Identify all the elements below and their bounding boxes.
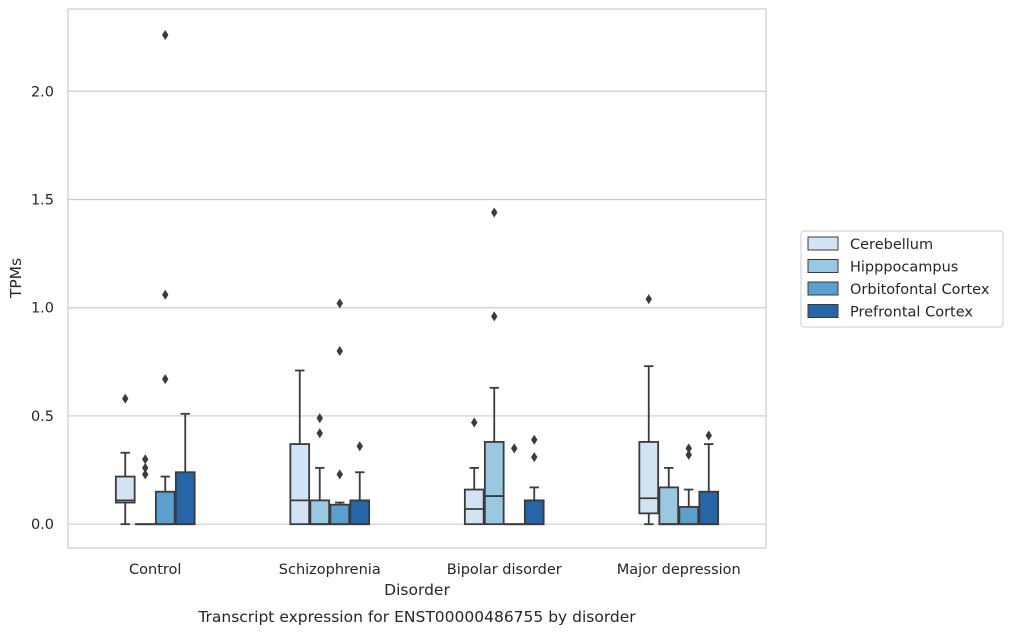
outlier-point bbox=[531, 434, 538, 445]
outlier-point bbox=[531, 452, 538, 463]
box-plot bbox=[638, 294, 660, 526]
chart-title: Transcript expression for ENST0000048675… bbox=[197, 608, 636, 626]
box-plot bbox=[154, 29, 176, 526]
box bbox=[289, 443, 311, 526]
legend-item: Orbitofontal Cortex bbox=[807, 281, 990, 298]
x-tick-label: Schizophrenia bbox=[279, 562, 381, 578]
box bbox=[114, 475, 136, 504]
legend-swatch bbox=[807, 259, 839, 273]
y-tick-label: 1.5 bbox=[31, 192, 54, 208]
legend: Cerebellum Hipppocampus Orbitofontal Corte… bbox=[800, 230, 1004, 328]
outlier-point bbox=[142, 454, 149, 465]
outlier-point bbox=[162, 374, 169, 385]
box-plot bbox=[678, 443, 700, 526]
outlier-point bbox=[316, 428, 323, 439]
outlier-point bbox=[142, 469, 149, 480]
box bbox=[154, 490, 176, 526]
legend-label: Hipppocampus bbox=[850, 260, 958, 276]
y-tick-labels: 0.0 0.5 1.0 1.5 2.0 bbox=[31, 84, 54, 533]
box bbox=[638, 441, 660, 515]
x-axis-label: Disorder bbox=[384, 581, 450, 599]
outlier-point bbox=[491, 311, 498, 322]
box-plot bbox=[349, 441, 371, 526]
box-plot bbox=[329, 298, 351, 526]
plot-frame bbox=[67, 8, 767, 549]
y-axis-label: TPMs bbox=[7, 258, 25, 299]
outlier-point bbox=[356, 441, 363, 452]
box-plot bbox=[698, 430, 720, 526]
box bbox=[174, 471, 196, 526]
legend-label: Prefrontal Cortex bbox=[850, 305, 973, 321]
outlier-point bbox=[162, 289, 169, 300]
box-plot bbox=[174, 412, 196, 526]
legend-item: Hipppocampus bbox=[807, 259, 958, 276]
x-tick-label: Major depression bbox=[617, 562, 741, 578]
box-plot bbox=[134, 454, 156, 526]
outlier-point bbox=[316, 413, 323, 424]
outlier-point bbox=[491, 207, 498, 218]
box bbox=[698, 490, 720, 526]
outlier-point bbox=[122, 393, 129, 404]
box bbox=[678, 505, 700, 526]
outlier-point bbox=[511, 443, 518, 454]
outlier-point bbox=[336, 346, 343, 357]
box bbox=[483, 441, 505, 526]
outlier-point bbox=[336, 469, 343, 480]
gridlines bbox=[68, 90, 766, 525]
x-tick-labels: Control Schizophrenia Bipolar disorder Majo… bbox=[129, 562, 741, 578]
box bbox=[309, 499, 331, 526]
y-tick-label: 2.0 bbox=[31, 84, 54, 100]
outlier-point bbox=[645, 294, 652, 305]
outlier-point bbox=[685, 449, 692, 460]
outlier-point bbox=[142, 462, 149, 473]
legend-frame bbox=[800, 230, 1004, 328]
box bbox=[349, 499, 371, 526]
box-plot bbox=[289, 369, 311, 526]
x-tick-label: Bipolar disorder bbox=[447, 562, 562, 578]
legend-label: Orbitofontal Cortex bbox=[850, 282, 990, 298]
x-tick-label: Control bbox=[129, 562, 181, 578]
box-plot bbox=[483, 207, 505, 526]
legend-label: Cerebellum bbox=[850, 237, 933, 253]
box bbox=[658, 486, 680, 526]
outlier-point bbox=[705, 430, 712, 441]
legend-item: Cerebellum bbox=[807, 236, 933, 253]
box-plot bbox=[309, 413, 331, 526]
y-tick-label: 1.0 bbox=[31, 301, 54, 317]
legend-item: Prefrontal Cortex bbox=[807, 304, 973, 321]
box-plot bbox=[114, 393, 136, 526]
box bbox=[329, 503, 351, 526]
box-plot bbox=[523, 434, 545, 526]
legend-swatch bbox=[807, 236, 839, 251]
y-tick-label: 0.5 bbox=[31, 409, 54, 425]
box-plots bbox=[114, 29, 720, 526]
y-tick-label: 0.0 bbox=[31, 517, 54, 533]
box bbox=[463, 488, 485, 526]
outlier-point bbox=[162, 29, 169, 40]
outlier-point bbox=[336, 298, 343, 309]
legend-swatch bbox=[807, 281, 839, 296]
outlier-point bbox=[685, 443, 692, 454]
box-plot bbox=[658, 467, 680, 526]
legend-swatch bbox=[807, 304, 839, 318]
box-plot bbox=[463, 417, 485, 526]
outlier-point bbox=[471, 417, 478, 428]
box-plot bbox=[503, 443, 525, 526]
box bbox=[523, 499, 545, 526]
